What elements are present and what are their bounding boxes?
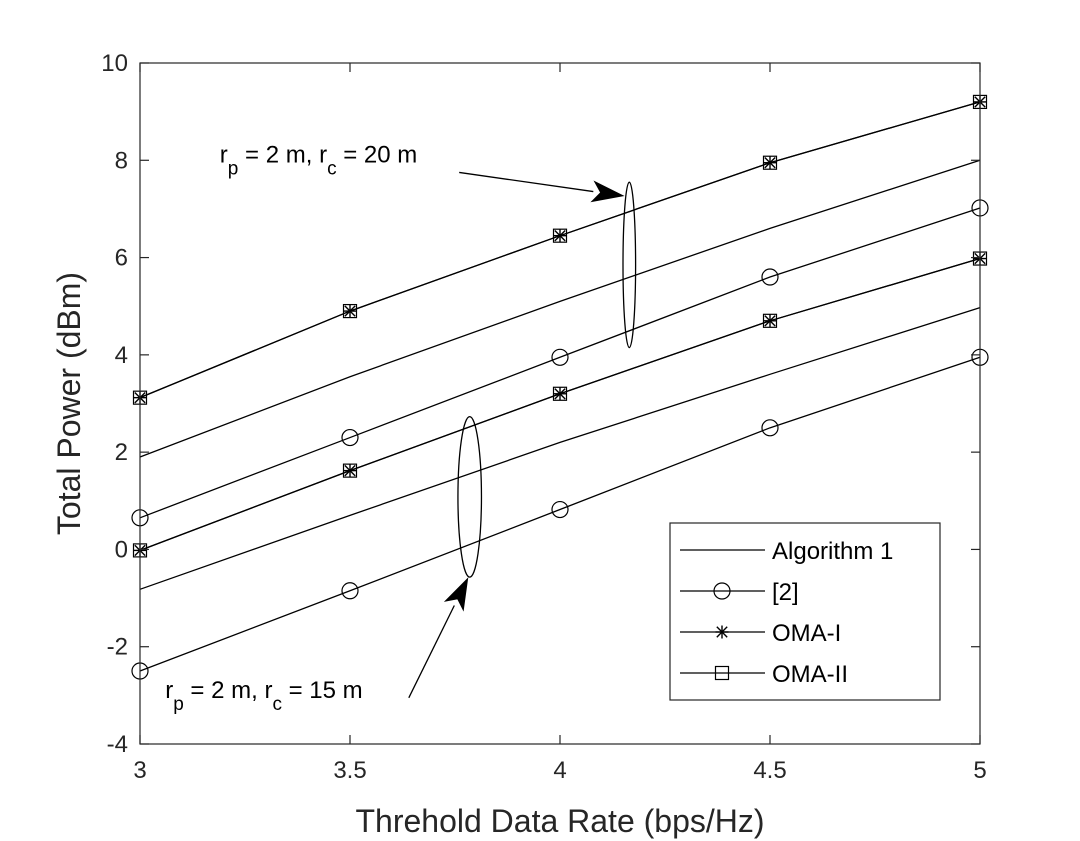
circle-marker	[551, 500, 569, 519]
annotation-text: = 2 m, r	[238, 142, 327, 169]
series-point-oma-i	[343, 464, 357, 478]
legend-label: Algorithm 1	[772, 538, 893, 565]
y-axis-label: Total Power (dBm)	[51, 272, 87, 535]
annotation-arrow-head-upper	[590, 180, 625, 203]
annotation-ellipse-upper	[622, 181, 637, 349]
series-point-oma-i	[763, 156, 777, 170]
legend-label: OMA-I	[772, 620, 841, 647]
x-axis-label: Threhold Data Rate (bps/Hz)	[355, 803, 764, 839]
annotation-subscript: c	[327, 159, 337, 180]
legend-marker	[714, 665, 730, 681]
circle-marker	[341, 582, 359, 600]
series-point-2	[551, 348, 569, 366]
series-point-oma-i	[553, 387, 567, 401]
series-point-oma-ii	[552, 386, 568, 401]
square-marker	[762, 155, 778, 170]
annotation-text: r	[220, 142, 228, 169]
series-point-oma-i	[553, 229, 567, 243]
square-marker	[552, 228, 568, 243]
y-tick-label: -2	[107, 634, 128, 661]
x-tick-label: 3	[133, 757, 146, 784]
axis-ticks: 3 3.5 4 4.5 5 -4 -2 0 2 4 6 8 10	[101, 50, 986, 784]
y-tick-label: 6	[115, 245, 128, 272]
annotation-arrow-line-upper	[459, 171, 594, 193]
star-marker-d2	[344, 305, 356, 317]
annotation-subscript: c	[272, 694, 282, 715]
legend-marker	[713, 582, 731, 600]
legend-item-algorithm-1: Algorithm 1	[680, 538, 893, 565]
legend-item-2: [2]	[680, 579, 799, 606]
circle-marker	[713, 582, 731, 600]
annotation-label-lower: rp = 2 m, rc = 15 m	[165, 677, 362, 715]
series-point-oma-ii	[762, 313, 778, 328]
x-tick-label: 5	[973, 757, 986, 784]
star-marker-d2	[764, 157, 776, 169]
legend-item-oma-ii: OMA-II	[680, 661, 848, 688]
series-point-oma-ii	[342, 303, 358, 319]
x-tick-label: 3.5	[333, 757, 366, 784]
series-point-oma-i	[763, 314, 777, 328]
circle-marker	[761, 419, 779, 437]
square-marker	[714, 665, 730, 681]
annotation-text: = 15 m	[282, 677, 363, 704]
series-point-2	[761, 419, 779, 437]
series-point-oma-ii	[552, 228, 568, 243]
annotation-subscript: p	[228, 159, 239, 180]
x-tick-label: 4.5	[753, 757, 786, 784]
square-marker	[342, 463, 358, 478]
circle-marker	[341, 428, 359, 447]
y-tick-label: -4	[107, 731, 128, 758]
y-tick-label: 8	[115, 147, 128, 174]
y-tick-label: 4	[115, 342, 128, 369]
star-marker-d2	[344, 464, 356, 477]
series-line-2	[139, 356, 981, 672]
y-tick-label: 2	[115, 439, 128, 466]
annotation-text: = 20 m	[337, 142, 418, 169]
annotation-subscript: p	[173, 694, 184, 715]
star-marker-d2	[716, 626, 728, 638]
star-marker-d2	[764, 315, 776, 327]
series-point-oma-ii	[342, 463, 358, 478]
legend-item-oma-i: OMA-I	[680, 620, 841, 647]
square-marker	[342, 303, 358, 319]
series-point-2	[761, 268, 779, 286]
legend: Algorithm 1 [2] OMA-I OMA-II	[669, 522, 941, 701]
series-point-oma-ii	[762, 155, 778, 170]
circle-marker	[551, 348, 569, 366]
series-point-2	[341, 582, 359, 600]
x-tick-label: 4	[553, 757, 566, 784]
series-point-2	[551, 500, 569, 519]
y-tick-label: 10	[101, 50, 128, 77]
annotation-text: = 2 m, r	[184, 677, 273, 704]
star-marker-d2	[554, 388, 566, 400]
series-line-algorithm-1	[139, 307, 981, 590]
y-tick-label: 0	[115, 536, 128, 563]
legend-marker	[715, 625, 729, 639]
annotation-arrow-head-lower	[443, 577, 469, 612]
square-marker	[762, 313, 778, 328]
legend-label: OMA-II	[772, 661, 848, 688]
star-marker-d2	[554, 229, 566, 242]
annotations: rp = 2 m, rc = 20 mrp = 2 m, rc = 15 m	[165, 142, 637, 715]
square-marker	[552, 386, 568, 401]
annotation-label-upper: rp = 2 m, rc = 20 m	[220, 142, 417, 180]
annotation-text: r	[165, 677, 173, 704]
legend-label: [2]	[772, 579, 799, 606]
annotation-arrow-line-lower	[408, 605, 455, 699]
series-point-oma-i	[343, 304, 357, 318]
circle-marker	[761, 268, 779, 286]
series-point-2	[341, 428, 359, 447]
series-line-algorithm-1	[139, 159, 981, 458]
series-line-2	[139, 207, 981, 519]
annotation-ellipse-lower	[457, 415, 483, 578]
